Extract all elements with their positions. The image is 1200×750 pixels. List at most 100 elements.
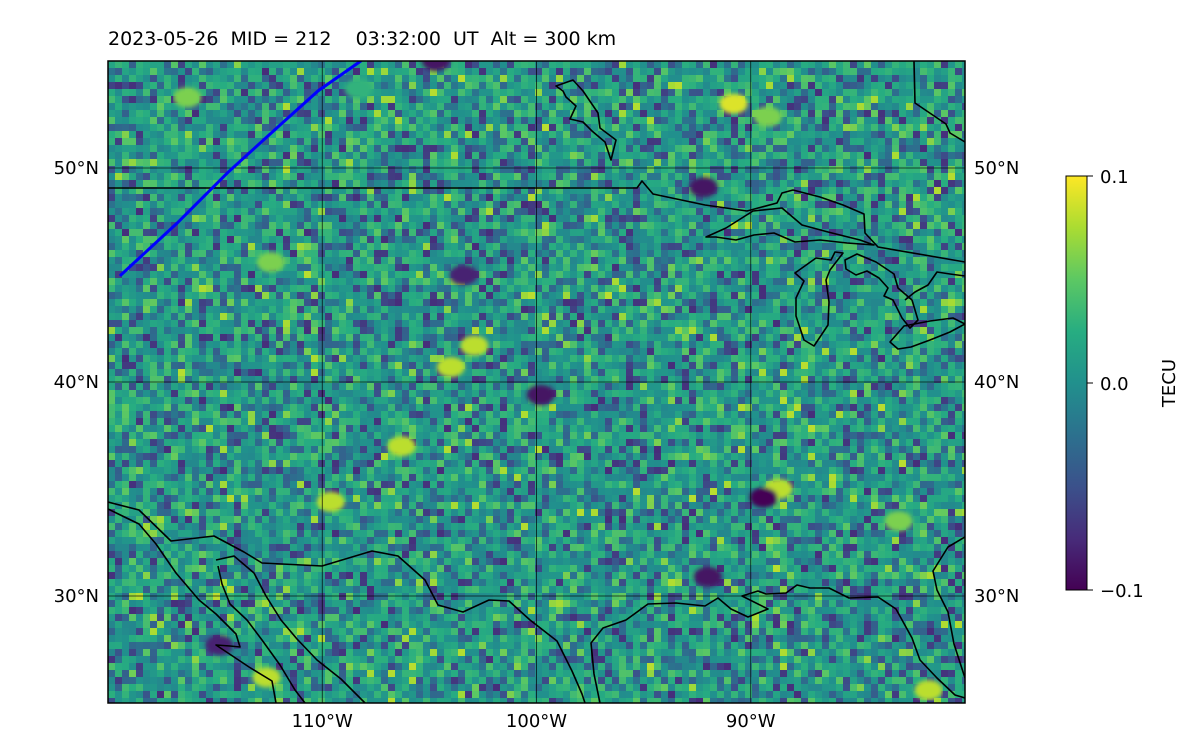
heatmap-cell <box>584 285 591 292</box>
heatmap-cell <box>129 201 136 208</box>
heatmap-cell <box>801 250 808 257</box>
heatmap-cell <box>633 292 640 299</box>
heatmap-cell <box>283 89 290 96</box>
heatmap-cell <box>927 299 934 306</box>
heatmap-cell <box>500 243 507 250</box>
heatmap-cell <box>416 299 423 306</box>
heatmap-cell <box>290 145 297 152</box>
heatmap-cell <box>850 201 857 208</box>
heatmap-cell <box>381 138 388 145</box>
heatmap-cell <box>787 138 794 145</box>
heatmap-cell <box>171 299 178 306</box>
heatmap-cell <box>731 68 738 75</box>
heatmap-cell <box>381 117 388 124</box>
heatmap-cell <box>745 75 752 82</box>
heatmap-cell <box>241 271 248 278</box>
heatmap-cell <box>290 285 297 292</box>
heatmap-cell <box>283 215 290 222</box>
heatmap-cell <box>668 208 675 215</box>
heatmap-cell <box>136 89 143 96</box>
heatmap-cell <box>661 166 668 173</box>
heatmap-cell <box>129 299 136 306</box>
heatmap-cell <box>129 173 136 180</box>
heatmap-cell <box>199 306 206 313</box>
heatmap-cell <box>528 229 535 236</box>
heatmap-cell <box>514 264 521 271</box>
heatmap-cell <box>276 110 283 117</box>
heatmap-cell <box>542 138 549 145</box>
heatmap-cell <box>423 327 430 334</box>
heatmap-cell <box>269 187 276 194</box>
heatmap-cell <box>367 341 374 348</box>
heatmap-cell <box>248 103 255 110</box>
heatmap-cell <box>360 138 367 145</box>
heatmap-cell <box>262 159 269 166</box>
heatmap-cell <box>416 341 423 348</box>
heatmap-cell <box>269 215 276 222</box>
heatmap-cell <box>185 215 192 222</box>
heatmap-cell <box>346 110 353 117</box>
heatmap-cell <box>619 208 626 215</box>
heatmap-cell <box>794 208 801 215</box>
heatmap-cell <box>409 173 416 180</box>
heatmap-cell <box>906 110 913 117</box>
heatmap-cell <box>605 327 612 334</box>
heatmap-cell <box>185 306 192 313</box>
heatmap-cell <box>444 264 451 271</box>
heatmap-cell <box>269 89 276 96</box>
heatmap-cell <box>962 229 965 236</box>
heatmap-cell <box>899 278 906 285</box>
heatmap-cell <box>619 61 626 68</box>
heatmap-cell <box>437 327 444 334</box>
heatmap-cell <box>661 320 668 327</box>
heatmap-cell <box>584 131 591 138</box>
heatmap-cell <box>402 159 409 166</box>
heatmap-cell <box>486 320 493 327</box>
heatmap-cell <box>185 271 192 278</box>
heatmap-cell <box>234 117 241 124</box>
heatmap-cell <box>885 313 892 320</box>
heatmap-cell <box>787 285 794 292</box>
heatmap-cell <box>913 215 920 222</box>
heatmap-cell <box>388 327 395 334</box>
heatmap-cell <box>143 285 150 292</box>
heatmap-cell <box>794 61 801 68</box>
heatmap-cell <box>675 271 682 278</box>
heatmap-cell <box>171 341 178 348</box>
heatmap-cell <box>871 96 878 103</box>
heatmap-cell <box>577 313 584 320</box>
heatmap-cell <box>514 89 521 96</box>
heatmap-cell <box>185 201 192 208</box>
heatmap-cell <box>556 320 563 327</box>
heatmap-cell <box>388 110 395 117</box>
heatmap-cell <box>472 138 479 145</box>
heatmap-cell <box>640 152 647 159</box>
heatmap-cell <box>766 313 773 320</box>
heatmap-cell <box>752 180 759 187</box>
heatmap-cell <box>836 159 843 166</box>
heatmap-cell <box>766 334 773 341</box>
heatmap-cell <box>234 306 241 313</box>
heatmap-cell <box>507 166 514 173</box>
heatmap-cell <box>507 313 514 320</box>
heatmap-cell <box>507 250 514 257</box>
heatmap-cell <box>304 257 311 264</box>
heatmap-cell <box>122 215 129 222</box>
heatmap-cell <box>185 138 192 145</box>
heatmap-cell <box>549 327 556 334</box>
heatmap-cell <box>822 75 829 82</box>
heatmap-cell <box>682 159 689 166</box>
heatmap-cell <box>549 201 556 208</box>
heatmap-cell <box>850 222 857 229</box>
heatmap-cell <box>962 264 965 271</box>
heatmap-cell <box>591 89 598 96</box>
heatmap-cell <box>283 257 290 264</box>
heatmap-cell <box>346 229 353 236</box>
heatmap-cell <box>129 166 136 173</box>
heatmap-cell <box>661 145 668 152</box>
heatmap-cell <box>542 306 549 313</box>
heatmap-cell <box>311 110 318 117</box>
heatmap-cell <box>402 243 409 250</box>
heatmap-cell <box>682 320 689 327</box>
heatmap-cell <box>535 173 542 180</box>
